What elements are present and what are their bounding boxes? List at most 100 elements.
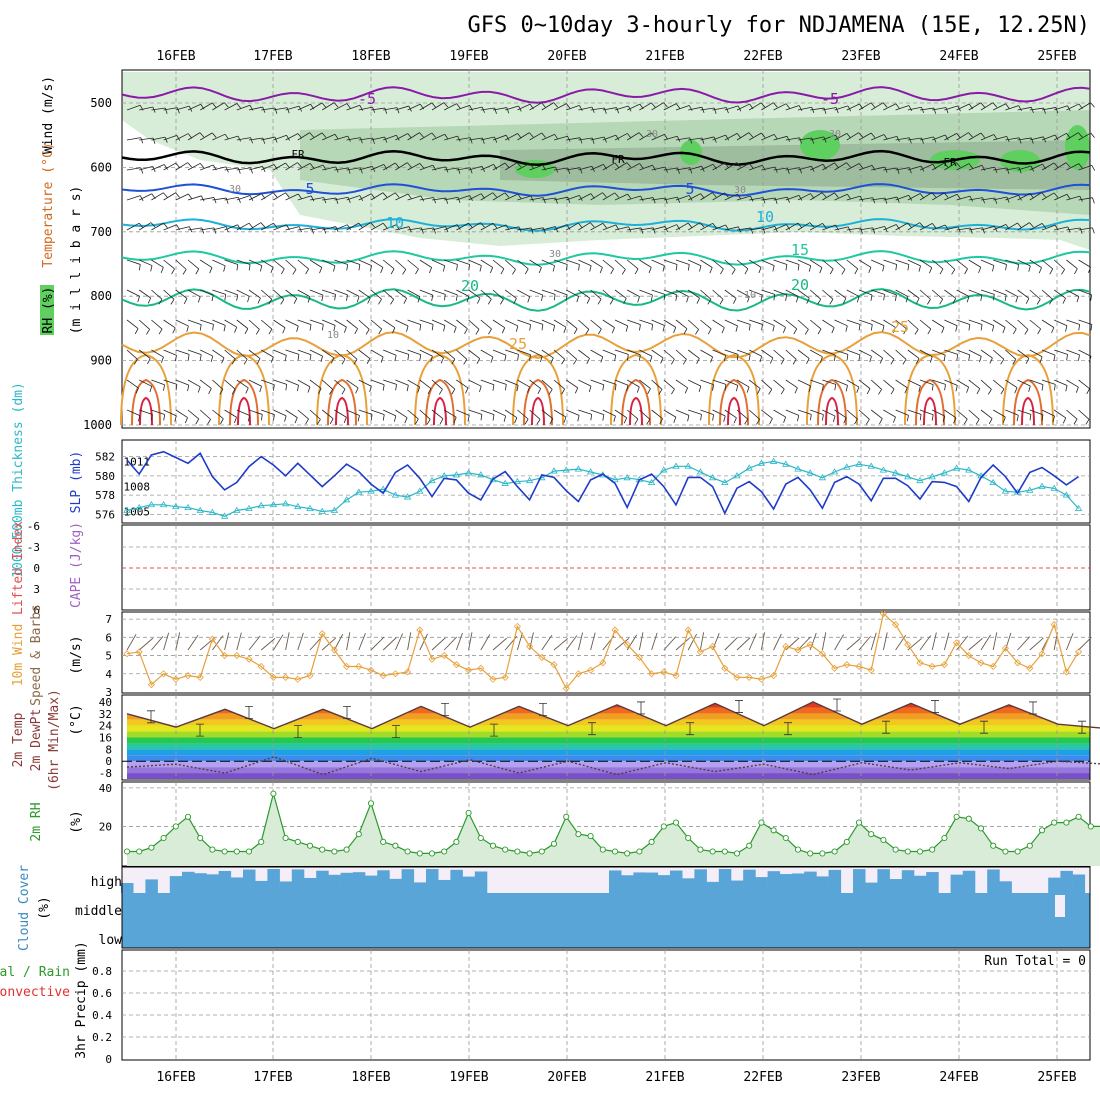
wind-barb: [651, 197, 666, 201]
wind-barb-flag: [797, 415, 800, 422]
thickness-point: [952, 464, 961, 471]
rh2m-point: [1002, 848, 1009, 855]
wind-barb: [285, 319, 299, 327]
wind-barb-flag: [804, 329, 809, 335]
wind-barb: [468, 222, 481, 231]
wind-barb: [297, 103, 311, 111]
wind10-barb: [675, 637, 690, 651]
wind-barb: [273, 107, 288, 111]
wind-barb: [626, 259, 639, 270]
wind-barb-flag: [396, 107, 400, 114]
wind-barb-flag: [256, 358, 261, 365]
wind10-point: [855, 662, 863, 671]
wind-barb: [468, 319, 480, 330]
wind-barb: [1005, 105, 1019, 111]
wind-barb: [932, 107, 947, 111]
wind-barb: [870, 349, 883, 359]
wind-barb: [980, 225, 995, 231]
cloud-high-bar: [816, 876, 829, 893]
wind-barb: [834, 226, 849, 231]
wind-barb: [224, 167, 239, 171]
wind-barb-flag: [451, 358, 456, 365]
wind-barb: [1054, 319, 1068, 327]
wind-barb-flag: [1073, 418, 1078, 425]
rh2m-point: [514, 848, 521, 855]
wind-barb: [322, 259, 336, 267]
wind10-point: [660, 668, 668, 676]
temp-contour-30: [708, 353, 760, 426]
wind-barb-flag: [431, 102, 437, 108]
pressure-tick: 500: [90, 96, 112, 110]
wind-barb-flag: [297, 133, 302, 139]
wind-barb-flag: [808, 265, 812, 272]
wind-barb: [651, 259, 665, 267]
wind-barb: [834, 349, 849, 355]
wind-barb: [639, 379, 651, 389]
wind-barb-flag: [846, 162, 851, 168]
wind-barb-flag: [1000, 388, 1005, 395]
wind-barb: [139, 106, 153, 111]
date-label-bottom: 18FEB: [351, 1070, 390, 1085]
wind-barb-flag: [872, 227, 876, 234]
wind-barb: [712, 224, 726, 231]
wind-barb: [346, 137, 361, 141]
pressure-tick: 1000: [83, 418, 112, 432]
wind-barb: [809, 289, 821, 300]
wind-barb-flag: [468, 222, 473, 229]
wind-barb: [541, 197, 556, 201]
wind10-point: [391, 670, 399, 678]
wind-barb-flag: [164, 107, 168, 114]
wind-barb: [322, 197, 337, 201]
wind-barb-flag: [421, 227, 424, 234]
wind-barb-flag: [750, 195, 754, 202]
wind-barb-flag: [320, 356, 323, 362]
wind-barb-flag: [712, 223, 717, 229]
cloud-high-bar: [352, 872, 366, 893]
wind-barb: [614, 379, 629, 386]
wind-barb-flag: [758, 267, 762, 274]
thickness-point: [794, 465, 802, 472]
wind-barb: [468, 165, 483, 171]
wind-barb: [797, 319, 809, 330]
thickness-point: [782, 460, 790, 467]
wind-barb-flag: [182, 269, 187, 275]
cloud-high-bar: [291, 869, 305, 893]
top-date-axis: 16FEB 17FEB 18FEB 19FEB 20FEB 21FEB 22FEB 23FEB…: [156, 49, 1076, 64]
wind-barb: [858, 379, 871, 389]
wind-barb-flag: [1065, 162, 1071, 168]
thickness-point: [135, 503, 143, 511]
wind-barb-flag: [433, 227, 436, 234]
wind-barb: [517, 132, 530, 141]
wind-barb: [151, 349, 164, 358]
wind-barb-flag: [540, 356, 543, 363]
wind-barb: [1066, 132, 1079, 141]
wind-barb: [1054, 379, 1068, 386]
contour-label: 10: [386, 214, 404, 232]
wind-barb-flag: [513, 298, 517, 304]
wind10-point: [818, 650, 826, 658]
wind-barb: [797, 259, 811, 267]
temp-contour-35: [719, 378, 749, 426]
wind-barb-flag: [221, 357, 225, 364]
wind10-barb: [334, 633, 344, 651]
wind-barb: [944, 132, 957, 141]
wind-barb: [541, 289, 556, 295]
wind-barb-flag: [670, 358, 675, 365]
wind-barb: [395, 349, 409, 355]
temp-contour-40: [923, 396, 937, 426]
wind-barb-flag: [174, 355, 177, 362]
ylabel-precip: 3hr Precip (mm): [74, 941, 89, 1058]
wind-barb: [663, 224, 677, 231]
wind-barb-flag: [358, 222, 363, 229]
wind-barb-flag: [236, 294, 239, 301]
wind10-point: [1001, 644, 1009, 652]
wind-barb-flag: [1015, 296, 1019, 303]
wind-barb-flag: [989, 357, 993, 364]
wind-barb: [468, 259, 482, 267]
wind-barb: [712, 319, 725, 328]
wind-barb-flag: [561, 358, 565, 365]
cloud-high-bar: [1048, 877, 1061, 893]
wind-barb-flag: [834, 192, 839, 198]
wind-barb: [444, 224, 458, 231]
